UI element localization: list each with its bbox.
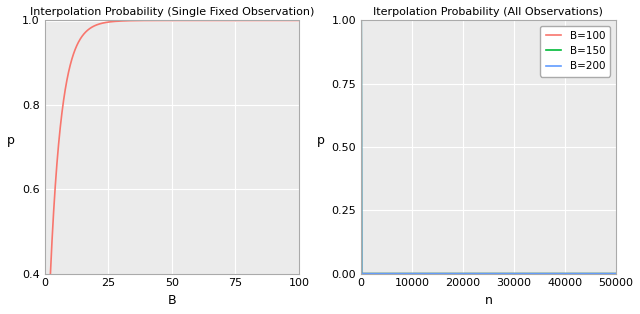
B=200 [358, 126, 365, 129]
B=200 [358, 272, 365, 275]
B=200 [359, 272, 367, 275]
B=200 [360, 272, 368, 275]
X-axis label: n: n [484, 294, 492, 307]
B=150 [359, 272, 367, 275]
Y-axis label: p: p [7, 134, 15, 147]
B=100 [612, 272, 620, 275]
B=150 [358, 225, 365, 229]
X-axis label: B: B [168, 294, 176, 307]
B=150 [360, 272, 368, 275]
B=100 [358, 272, 365, 275]
B=200 [357, 19, 365, 22]
B=100 [358, 270, 365, 274]
Title: Iterpolation Probability (All Observations): Iterpolation Probability (All Observatio… [373, 7, 604, 17]
B=150 [595, 272, 603, 275]
B=100 [357, 19, 365, 22]
Line: B=150: B=150 [361, 20, 616, 273]
B=150 [358, 272, 365, 275]
B=150 [358, 272, 366, 275]
B=100 [359, 272, 367, 275]
B=150 [612, 272, 620, 275]
Line: B=100: B=100 [361, 20, 616, 273]
B=200 [358, 272, 366, 275]
Line: B=200: B=200 [361, 20, 616, 273]
Title: Interpolation Probability (Single Fixed Observation): Interpolation Probability (Single Fixed … [29, 7, 314, 17]
B=100 [359, 272, 367, 275]
B=200 [359, 272, 367, 275]
Legend: B=100, B=150, B=200: B=100, B=150, B=200 [540, 26, 611, 77]
B=200 [595, 272, 603, 275]
B=100 [360, 272, 367, 275]
B=200 [612, 272, 620, 275]
B=150 [359, 272, 367, 275]
Y-axis label: p: p [316, 134, 324, 147]
B=100 [358, 272, 366, 275]
B=150 [357, 19, 365, 22]
B=100 [595, 272, 603, 275]
